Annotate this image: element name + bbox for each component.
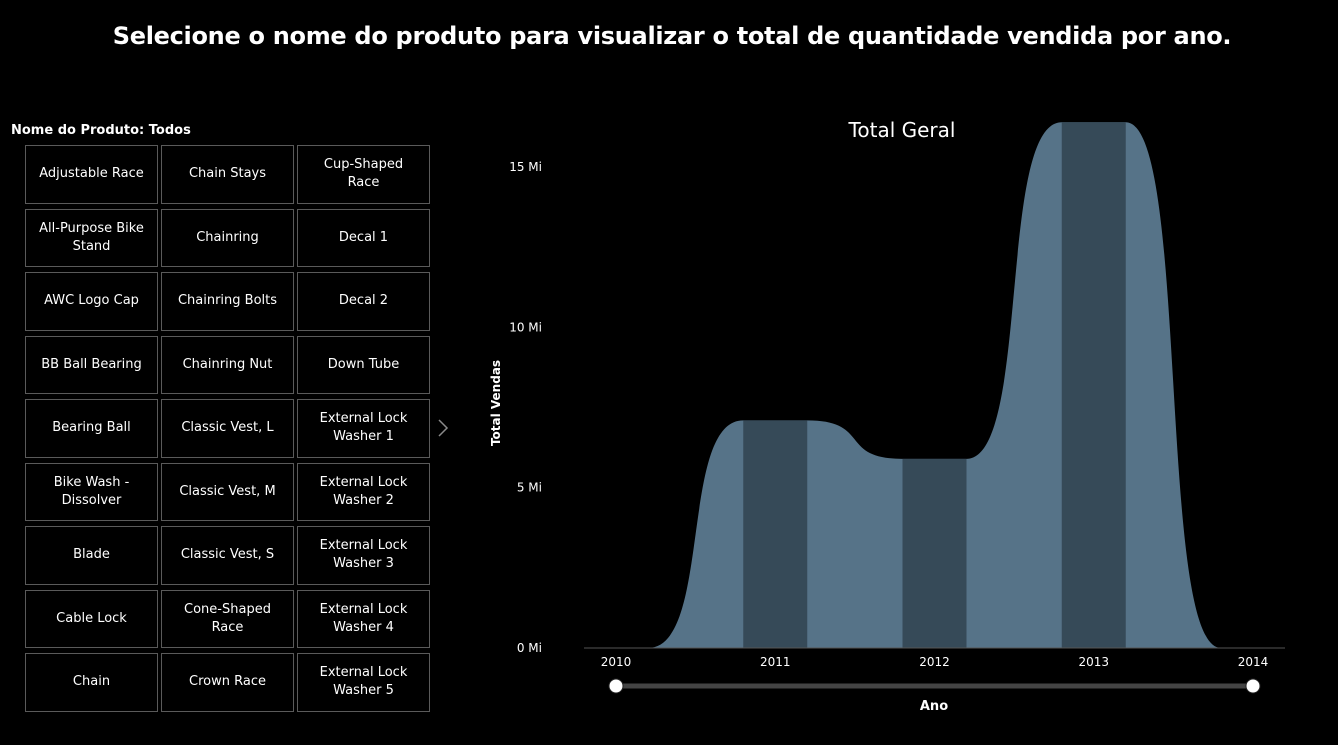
slicer-item[interactable]: Bike Wash - Dissolver (25, 462, 158, 521)
slicer-item[interactable]: Chain (25, 653, 158, 712)
x-tick-label: 2011 (760, 655, 791, 669)
x-tick-label: 2013 (1078, 655, 1109, 669)
slicer-header: Nome do Produto: Todos (11, 123, 191, 138)
y-tick-label: 15 Mi (509, 160, 542, 174)
slicer-item[interactable]: Chainring (161, 208, 294, 267)
year-band-2013 (1061, 122, 1126, 648)
slicer-item[interactable]: Crown Race (161, 653, 294, 712)
x-tick-label: 2012 (919, 655, 950, 669)
slicer-item[interactable]: External Lock Washer 2 (297, 462, 430, 521)
slicer-item[interactable]: Chain Stays (161, 145, 294, 204)
slicer-item[interactable]: Decal 1 (297, 208, 430, 267)
y-tick-label: 10 Mi (509, 320, 542, 334)
chevron-right-icon[interactable] (434, 418, 452, 438)
product-slicer: Adjustable Race Chain Stays Cup-Shaped Rac… (25, 145, 430, 712)
page-title: Selecione o nome do produto para visuali… (112, 22, 1232, 50)
slicer-item[interactable]: Chainring Bolts (161, 272, 294, 331)
slicer-item[interactable]: Cable Lock (25, 589, 158, 648)
slicer-item[interactable]: Classic Vest, M (161, 462, 294, 521)
slicer-item[interactable]: Adjustable Race (25, 145, 158, 204)
year-slider-end-handle[interactable] (1245, 678, 1261, 694)
slicer-item[interactable]: Classic Vest, S (161, 526, 294, 585)
chart-title: Total Geral (848, 118, 956, 142)
slicer-item[interactable]: Blade (25, 526, 158, 585)
slicer-item[interactable]: Chainring Nut (161, 335, 294, 394)
year-band-2011 (743, 420, 808, 648)
slicer-item[interactable]: AWC Logo Cap (25, 272, 158, 331)
x-axis-title: Ano (919, 699, 949, 714)
slicer-item[interactable]: External Lock Washer 1 (297, 399, 430, 458)
slicer-item[interactable]: Cup-Shaped Race (297, 145, 430, 204)
year-band-2012 (902, 458, 967, 648)
slicer-item[interactable]: Classic Vest, L (161, 399, 294, 458)
y-tick-label: 0 Mi (517, 641, 542, 655)
x-tick-label: 2010 (601, 655, 632, 669)
slicer-item[interactable]: Decal 2 (297, 272, 430, 331)
slicer-item[interactable]: External Lock Washer 3 (297, 526, 430, 585)
x-tick-label: 2014 (1238, 655, 1269, 669)
y-tick-label: 5 Mi (517, 481, 542, 495)
slicer-item[interactable]: BB Ball Bearing (25, 335, 158, 394)
slicer-item[interactable]: External Lock Washer 4 (297, 589, 430, 648)
slicer-item[interactable]: All-Purpose Bike Stand (25, 208, 158, 267)
slicer-item[interactable]: External Lock Washer 5 (297, 653, 430, 712)
slicer-item[interactable]: Cone-Shaped Race (161, 589, 294, 648)
y-axis-label: Total Vendas (489, 360, 503, 446)
year-slider-start-handle[interactable] (608, 678, 624, 694)
slicer-item[interactable]: Down Tube (297, 335, 430, 394)
slicer-item[interactable]: Bearing Ball (25, 399, 158, 458)
